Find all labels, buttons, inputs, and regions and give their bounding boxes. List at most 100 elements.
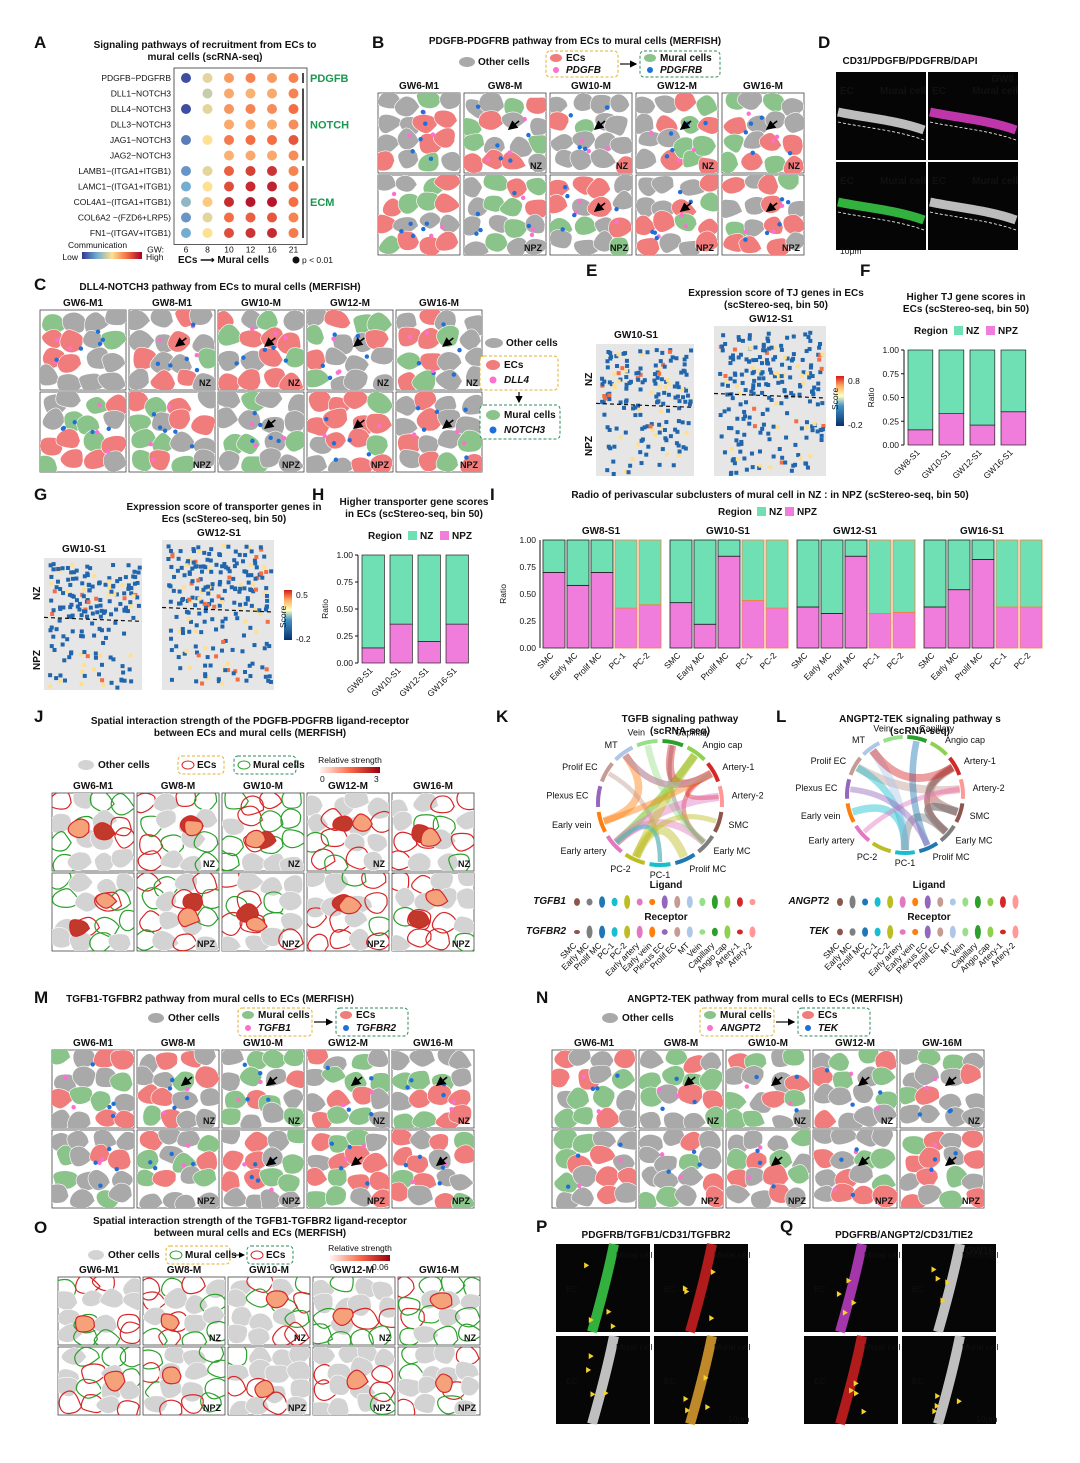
tile-cells — [313, 1277, 395, 1345]
score-bin — [735, 430, 740, 435]
mural-cell — [326, 1105, 351, 1125]
transcript-dot — [508, 158, 513, 163]
communication-dot — [267, 228, 277, 238]
ec-cell — [324, 431, 347, 450]
nz-npz-boundary — [43, 616, 143, 622]
other-cell — [813, 1052, 834, 1072]
score-bin — [608, 446, 613, 451]
score-bin — [249, 549, 254, 554]
score-bin — [88, 605, 93, 610]
score-bin — [638, 387, 643, 392]
score-bin — [811, 392, 816, 397]
mural-outline — [160, 834, 184, 855]
panel-k-title: (scRNA-seq) — [650, 726, 710, 737]
communication-dot — [224, 212, 234, 223]
score-bin — [203, 663, 208, 668]
score-bin — [233, 549, 238, 554]
chord-sector — [605, 835, 623, 854]
score-bin — [602, 396, 607, 401]
zone-label: NPZ — [367, 939, 386, 949]
gw-tick: 6 — [184, 245, 189, 255]
score-bin — [252, 643, 257, 648]
transcript-dot — [683, 224, 689, 229]
legend-ligand-label: PDGFB — [566, 65, 601, 76]
score-bin — [633, 413, 638, 418]
score-bin — [803, 332, 808, 337]
transcript-dot — [245, 1096, 250, 1102]
mural-outline — [194, 851, 219, 871]
score-bin — [654, 394, 659, 399]
panel-m-title: TGFB1-TGFBR2 pathway from mural cells to… — [66, 994, 354, 1005]
score-bin — [655, 375, 660, 380]
bar-nz — [693, 539, 717, 625]
ec-outline — [119, 1321, 140, 1345]
interaction-arrow — [593, 120, 606, 130]
mural-cell — [673, 212, 698, 232]
score-bin — [100, 678, 105, 683]
score-bin — [197, 596, 202, 601]
score-bin — [636, 370, 641, 375]
other-cell — [398, 449, 424, 469]
other-cell — [609, 136, 632, 155]
transcript-dot — [605, 146, 610, 151]
mural-label: Mural cell — [714, 1250, 750, 1260]
score-bin — [267, 644, 272, 649]
score-bin — [764, 382, 769, 387]
transcript-dot — [526, 223, 532, 229]
mural-cell — [281, 1153, 304, 1175]
group-label-pdgfb: PDGFB — [310, 73, 349, 85]
ligand-violin — [661, 895, 668, 909]
score-bin — [657, 462, 662, 467]
tile-cells — [307, 310, 393, 390]
transcript-dot — [266, 1097, 271, 1102]
score-bin — [224, 565, 229, 570]
other-cell — [392, 1050, 411, 1071]
score-bin — [674, 356, 679, 361]
other-cell — [278, 891, 303, 911]
chord-link — [632, 752, 699, 859]
legend-other-label: Other cells — [622, 1013, 674, 1024]
mural-outline — [52, 853, 77, 871]
score-bin — [118, 576, 123, 581]
score-bin — [751, 391, 756, 396]
other-cell — [813, 1130, 836, 1145]
ec-cell — [464, 152, 484, 173]
score-bin — [729, 426, 734, 431]
transcript-dot — [190, 1161, 196, 1167]
vessel-signal — [929, 107, 1018, 135]
tile-cells — [228, 1277, 310, 1345]
other-cell — [744, 1167, 767, 1187]
receptor-violin — [586, 925, 593, 939]
transcript-dot — [512, 190, 517, 196]
transcript-dot — [743, 130, 748, 135]
transcript-dot — [475, 104, 481, 109]
ec-cell — [550, 194, 569, 214]
score-bin — [810, 374, 815, 379]
score-bin — [616, 352, 621, 357]
ligand-violin — [674, 895, 681, 909]
score-bin — [90, 621, 95, 626]
score-bin — [166, 544, 171, 549]
score-bin — [186, 559, 191, 564]
mural-outline — [222, 852, 240, 871]
transcript-dot — [411, 432, 417, 437]
panel-label: H — [312, 485, 324, 504]
score-bin — [237, 589, 242, 594]
score-bin — [200, 681, 205, 686]
interaction-arrow — [770, 1156, 783, 1167]
score-bin — [235, 616, 240, 621]
score-bin — [258, 612, 263, 617]
transcript-dot — [692, 1099, 697, 1105]
score-bin — [48, 673, 53, 678]
score-bin — [232, 558, 237, 563]
score-bin — [107, 584, 112, 589]
arrowhead-marker-yellow — [851, 1299, 857, 1306]
interaction-hotspot — [182, 892, 204, 912]
score-bin — [241, 633, 246, 638]
score-bin — [765, 407, 770, 412]
legend-receptor-label: TGFBR2 — [356, 1023, 396, 1034]
legend-other-label: Other cells — [506, 338, 558, 349]
arrowhead-marker-yellow — [931, 1266, 937, 1273]
score-bin — [238, 582, 243, 587]
